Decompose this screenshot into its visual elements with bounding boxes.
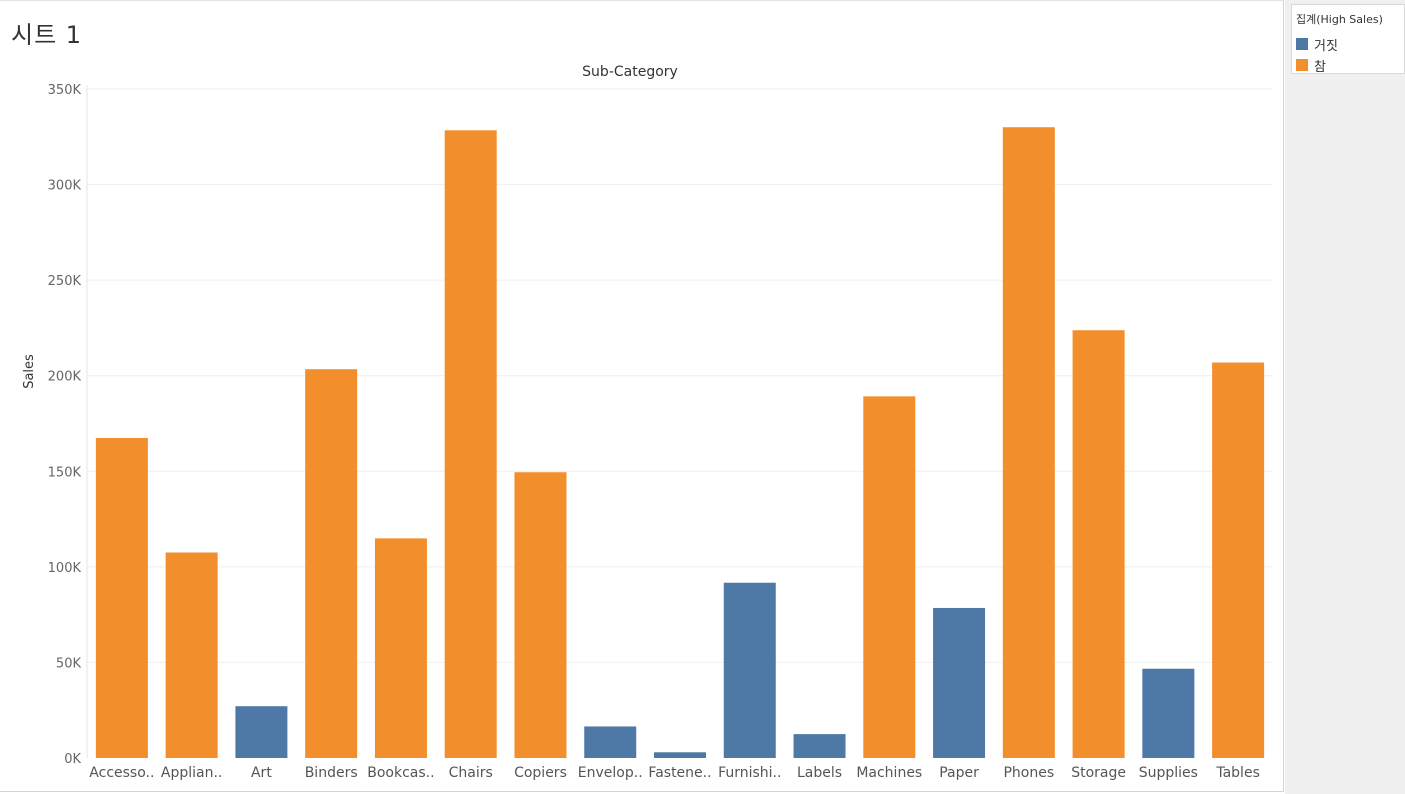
legend-swatch-false [1296,38,1308,50]
y-tick-label: 50K [56,656,82,671]
bar-fastene [654,752,706,758]
bar-storage [1072,330,1125,758]
x-tick-label: Tables [1215,765,1260,781]
x-tick-label: Fastene.. [648,765,711,781]
legend-label-true: 참 [1314,59,1326,75]
legend-item-true[interactable]: 참 [1296,56,1326,75]
x-tick-label: Chairs [449,765,493,781]
x-tick-label: Copiers [514,765,567,781]
x-tick-label: Paper [939,765,979,781]
bar-furnishi [723,582,776,758]
x-tick-label: Accesso.. [89,765,154,781]
legend-swatch-true [1296,59,1308,71]
y-tick-label: 250K [48,274,82,289]
x-tick-label: Binders [305,765,358,781]
x-tick-label: Bookcas.. [367,765,434,781]
bar-chart: 0K 50K 100K 150K 200K 250K 300K 350K Sub-Categor… [22,64,1273,781]
bar-paper [933,607,986,758]
x-tick-label: Labels [797,765,842,781]
x-tick-label: Storage [1071,765,1126,781]
y-tick-label: 100K [48,561,82,576]
legend[interactable]: 집계(High Sales) 거짓 참 [1291,4,1405,75]
bar-envelop [584,726,637,758]
legend-title: 집계(High Sales) [1296,13,1383,26]
y-tick-label: 200K [48,370,82,385]
bar-supplies [1142,668,1195,758]
sheet-area: 시트 1 0K 50K 100K 150K 200K 250K 300K 350K Sub-Ca… [0,0,1284,792]
y-tick-label: 350K [48,83,82,98]
y-axis-label: Sales [22,354,37,389]
bar-copiers [514,472,567,758]
bar-art [235,706,288,758]
x-tick-label: Envelop.. [578,765,643,781]
legend-label-false: 거짓 [1314,38,1338,54]
bar-applian [165,552,218,758]
sheet-title: 시트 1 [11,21,83,49]
x-tick-label: Machines [856,765,922,781]
bar-labels [793,734,846,758]
bar-tables [1212,362,1265,758]
x-tick-label: Furnishi.. [718,765,781,781]
x-tick-label: Art [251,765,272,781]
bar-machines [863,396,916,758]
bar-binders [305,369,358,758]
chart-header-title: Sub-Category [582,64,678,80]
x-tick-label: Applian.. [161,765,222,781]
x-tick-label: Phones [1003,765,1054,781]
x-tick-label: Supplies [1139,765,1198,781]
bar-chairs [444,130,497,758]
y-tick-label: 300K [48,179,82,194]
legend-item-false[interactable]: 거짓 [1296,35,1338,54]
bar-bookcas [374,538,427,758]
y-tick-label: 150K [48,465,82,480]
bar-phones [1002,127,1055,758]
bar-accesso [95,438,148,758]
side-panel [1285,0,1405,794]
y-tick-label: 0K [64,752,81,767]
